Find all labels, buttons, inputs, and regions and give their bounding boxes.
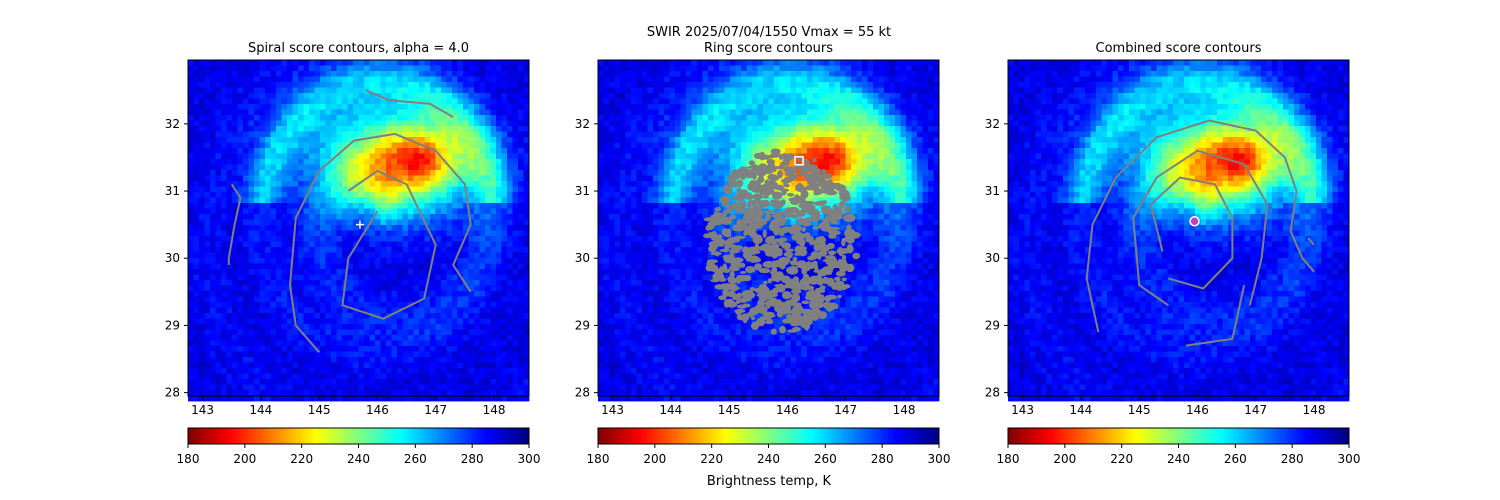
- panel-title: Spiral score contours, alpha = 4.0: [248, 41, 469, 56]
- y-tick-label: 29: [165, 318, 180, 332]
- panel-title: Combined score contours: [1096, 41, 1262, 56]
- x-tick-label: 148: [1303, 403, 1326, 417]
- colorbar-tick-label: 200: [233, 452, 256, 466]
- colorbar: 180 200 220 240 260 280 300: [587, 427, 951, 466]
- y-tick-label: 28: [165, 386, 180, 400]
- center-marker: [355, 220, 364, 229]
- panel-ring: Ring score contours 143 144 145 146 147 148 28 2…: [575, 41, 951, 466]
- brightness-temp-image: [598, 60, 940, 402]
- y-tick-label: 29: [985, 318, 1000, 332]
- y-tick-label: 30: [985, 251, 1000, 265]
- panel-spiral: Spiral score contours, alpha = 4.0 143 144…: [165, 41, 541, 466]
- y-tick-label: 28: [985, 386, 1000, 400]
- colorbar: 180 200 220 240 260 280 300: [997, 427, 1361, 466]
- contour-line: [1307, 237, 1315, 246]
- axes-frame: [597, 59, 940, 397]
- brightness-temp-image: [188, 60, 530, 402]
- x-tick-label: 148: [893, 403, 916, 417]
- contour-line: [365, 89, 454, 118]
- colorbar-tick-label: 240: [347, 452, 370, 466]
- contour-line: [1132, 149, 1269, 307]
- x-tick-label: 143: [1011, 403, 1034, 417]
- contour-line: [1085, 119, 1315, 333]
- x-tick-label: 147: [424, 403, 447, 417]
- x-tick-label: 145: [308, 403, 331, 417]
- colorbar-tick-label: 240: [1167, 452, 1190, 466]
- colorbar-tick-label: 180: [997, 452, 1020, 466]
- colorbar-tick-label: 200: [1053, 452, 1076, 466]
- colorbar-tick-label: 180: [587, 452, 610, 466]
- colorbar-tick-label: 240: [757, 452, 780, 466]
- x-tick-label: 146: [366, 403, 389, 417]
- axes-frame: [1007, 59, 1350, 397]
- colorbar-tick-label: 260: [404, 452, 427, 466]
- colorbar-tick-label: 200: [643, 452, 666, 466]
- y-tick-label: 32: [985, 117, 1000, 131]
- x-tick-label: 144: [249, 403, 272, 417]
- x-tick-label: 148: [483, 403, 506, 417]
- contour-line: [227, 183, 242, 265]
- colorbar-tick-label: 180: [177, 452, 200, 466]
- y-tick-label: 29: [575, 318, 590, 332]
- x-tick-label: 145: [718, 403, 741, 417]
- colorbar-tick-label: 280: [1281, 452, 1304, 466]
- y-tick-label: 31: [165, 184, 180, 198]
- x-tick-label: 146: [1186, 403, 1209, 417]
- x-tick-label: 145: [1128, 403, 1151, 417]
- contour-line: [288, 132, 472, 353]
- colorbar-tick-label: 280: [461, 452, 484, 466]
- y-tick-label: 31: [985, 184, 1000, 198]
- center-marker: [1189, 216, 1200, 227]
- x-tick-label: 147: [834, 403, 857, 417]
- figure-title: SWIR 2025/07/04/1550 Vmax = 55 kt: [647, 25, 891, 40]
- center-marker: [794, 156, 804, 166]
- x-tick-label: 147: [1244, 403, 1267, 417]
- colorbar-tick-label: 300: [518, 452, 541, 466]
- panel-combined: Combined score contours 143 144 145 146 147 14…: [985, 41, 1361, 466]
- colorbar-tick-label: 300: [928, 452, 951, 466]
- colorbar-tick-label: 280: [871, 452, 894, 466]
- y-tick-label: 30: [165, 251, 180, 265]
- colorbar-tick-label: 220: [700, 452, 723, 466]
- x-tick-label: 144: [1069, 403, 1092, 417]
- ring-contour-cluster: [703, 148, 861, 335]
- score-contours: [703, 148, 861, 335]
- contour-line: [1185, 284, 1246, 347]
- x-tick-label: 143: [601, 403, 624, 417]
- y-tick-label: 32: [575, 117, 590, 131]
- x-tick-label: 144: [659, 403, 682, 417]
- score-contours: [227, 89, 472, 353]
- colorbar-tick-label: 220: [1110, 452, 1133, 466]
- colorbar-tick-label: 260: [814, 452, 837, 466]
- colorbar: 180 200 220 240 260 280 300: [177, 427, 541, 466]
- y-tick-label: 31: [575, 184, 590, 198]
- colorbar-label: Brightness temp, K: [707, 474, 832, 489]
- colorbar-tick-label: 220: [290, 452, 313, 466]
- colorbar-tick-label: 260: [1224, 452, 1247, 466]
- y-tick-label: 28: [575, 386, 590, 400]
- brightness-temp-image: [1008, 60, 1350, 402]
- x-tick-label: 143: [191, 403, 214, 417]
- y-tick-label: 32: [165, 117, 180, 131]
- colorbar-tick-label: 300: [1338, 452, 1361, 466]
- axes-frame: [187, 59, 530, 397]
- y-tick-label: 30: [575, 251, 590, 265]
- contour-line: [341, 169, 437, 320]
- panel-title: Ring score contours: [704, 41, 833, 56]
- contour-line: [1149, 176, 1234, 290]
- x-tick-label: 146: [776, 403, 799, 417]
- score-contours: [1085, 119, 1315, 347]
